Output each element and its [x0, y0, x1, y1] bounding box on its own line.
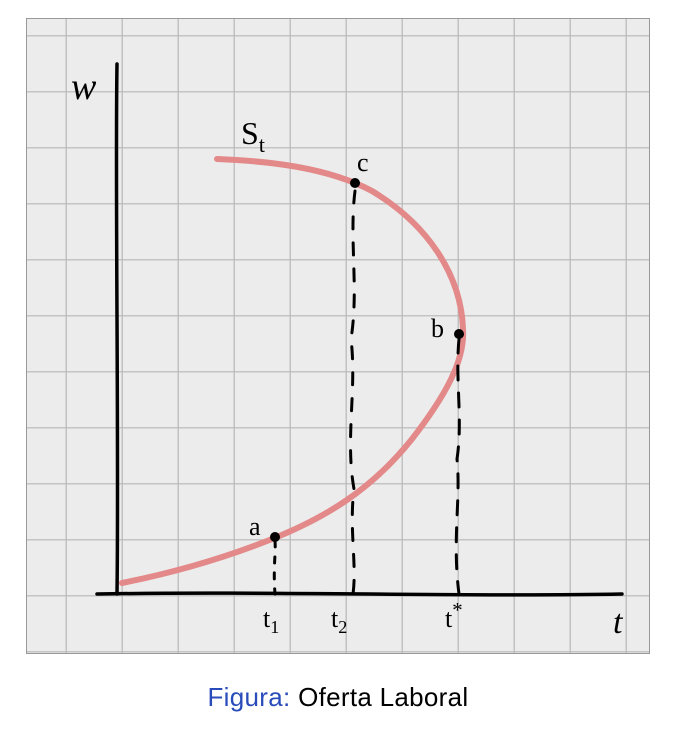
plot-bg — [27, 19, 649, 653]
point-a — [270, 532, 280, 542]
y-axis-label: w — [71, 66, 97, 108]
point-label-a: a — [249, 512, 261, 541]
point-label-b: b — [431, 314, 444, 343]
point-label-c: c — [357, 148, 369, 177]
chart-panel: abcStwtt1t2t* — [26, 18, 650, 654]
figure-caption: Figura: Oferta Laboral — [208, 682, 469, 713]
caption-prefix: Figura: — [208, 682, 291, 712]
caption-text: Oferta Laboral — [298, 682, 468, 712]
point-c — [350, 178, 360, 188]
chart-svg: abcStwtt1t2t* — [27, 19, 649, 653]
y-axis — [116, 64, 117, 594]
figure-wrap: abcStwtt1t2t* Figura: Oferta Laboral — [0, 0, 676, 744]
point-b — [454, 329, 464, 339]
x-axis-label: t — [613, 604, 624, 641]
x-axis — [97, 593, 622, 595]
